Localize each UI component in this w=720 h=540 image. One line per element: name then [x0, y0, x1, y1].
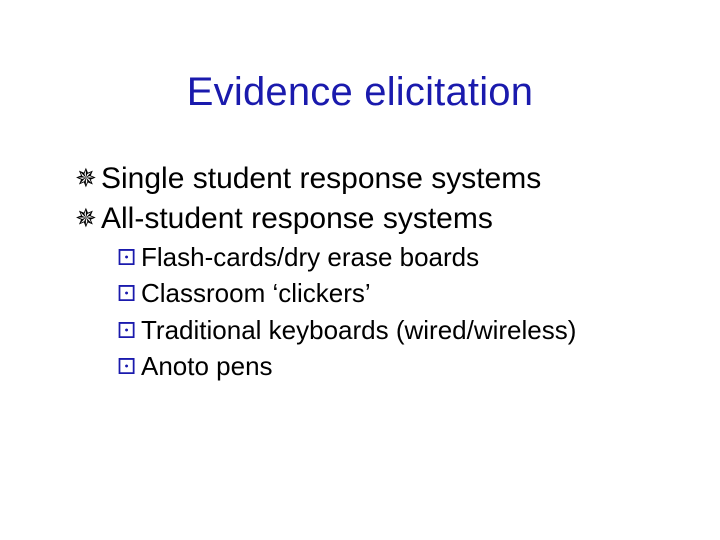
asterisk-icon: ✵ — [75, 160, 101, 198]
sub-list: ⚀ Flash-cards/dry erase boards ⚀ Classro… — [117, 241, 680, 383]
square-icon: ⚀ — [117, 241, 141, 275]
bullet-level1: ✵ Single student response systems — [75, 160, 680, 198]
bullet-level2: ⚀ Classroom ‘clickers’ — [117, 277, 680, 311]
slide-title: Evidence elicitation — [0, 70, 720, 115]
slide: Evidence elicitation ✵ Single student re… — [0, 0, 720, 540]
bullet-text: Traditional keyboards (wired/wireless) — [141, 314, 576, 348]
bullet-text: All-student response systems — [101, 200, 493, 238]
square-icon: ⚀ — [117, 314, 141, 348]
bullet-level2: ⚀ Flash-cards/dry erase boards — [117, 241, 680, 275]
square-icon: ⚀ — [117, 350, 141, 384]
bullet-level2: ⚀ Anoto pens — [117, 350, 680, 384]
asterisk-icon: ✵ — [75, 200, 101, 238]
bullet-text: Classroom ‘clickers’ — [141, 277, 371, 311]
bullet-level1: ✵ All-student response systems — [75, 200, 680, 238]
square-icon: ⚀ — [117, 277, 141, 311]
bullet-text: Single student response systems — [101, 160, 541, 198]
bullet-text: Flash-cards/dry erase boards — [141, 241, 479, 275]
slide-body: ✵ Single student response systems ✵ All-… — [75, 160, 680, 386]
bullet-level2: ⚀ Traditional keyboards (wired/wireless) — [117, 314, 680, 348]
bullet-text: Anoto pens — [141, 350, 273, 384]
